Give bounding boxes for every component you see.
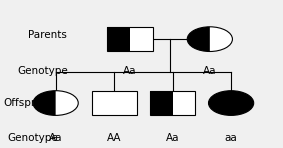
Text: AA: AA — [107, 133, 121, 143]
Circle shape — [187, 27, 232, 52]
Polygon shape — [150, 91, 195, 115]
Text: Aa: Aa — [123, 66, 137, 76]
Text: Parents: Parents — [28, 30, 67, 40]
Polygon shape — [91, 91, 137, 115]
Polygon shape — [108, 27, 130, 52]
Text: Aa: Aa — [49, 133, 62, 143]
Circle shape — [209, 91, 254, 115]
Text: aa: aa — [225, 133, 237, 143]
Text: Aa: Aa — [203, 66, 216, 76]
Wedge shape — [33, 91, 56, 115]
Text: Offspring: Offspring — [3, 98, 52, 108]
Polygon shape — [108, 27, 153, 52]
Polygon shape — [150, 91, 173, 115]
Wedge shape — [187, 27, 210, 52]
Text: Aa: Aa — [166, 133, 179, 143]
Text: Genotype: Genotype — [8, 133, 58, 143]
Text: Genotype: Genotype — [17, 66, 68, 76]
Circle shape — [33, 91, 78, 115]
